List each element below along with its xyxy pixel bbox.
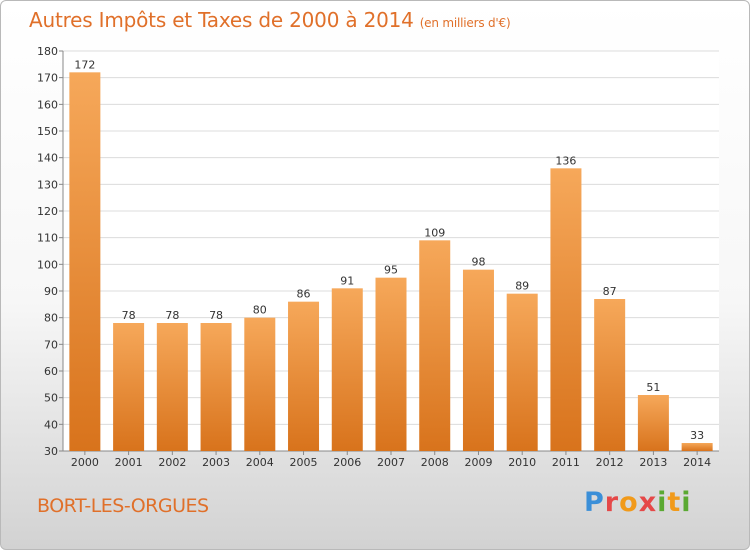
y-tick-label: 130 <box>37 178 58 191</box>
data-label: 78 <box>209 309 223 322</box>
data-label: 87 <box>603 285 617 298</box>
proxiti-logo: Proxiti <box>584 487 692 518</box>
bar <box>637 395 669 451</box>
y-tick-label: 160 <box>37 98 58 111</box>
bar <box>331 288 363 451</box>
y-tick-label: 30 <box>44 445 58 458</box>
bar <box>375 277 407 451</box>
data-label: 33 <box>690 429 704 442</box>
logo-letter: t <box>667 487 682 518</box>
x-tick-label: 2010 <box>508 456 536 469</box>
x-tick-label: 2001 <box>115 456 143 469</box>
y-tick-label: 80 <box>44 312 58 325</box>
data-label: 86 <box>297 288 311 301</box>
chart-title-main: Autres Impôts et Taxes de 2000 à 2014 <box>29 8 414 32</box>
data-label: 78 <box>165 309 179 322</box>
data-label: 136 <box>555 154 576 167</box>
bar <box>506 293 538 451</box>
x-tick-label: 2002 <box>158 456 186 469</box>
y-tick-label: 90 <box>44 285 58 298</box>
bar <box>594 299 626 451</box>
x-tick-label: 2006 <box>333 456 361 469</box>
x-tick-label: 2003 <box>202 456 230 469</box>
y-tick-label: 60 <box>44 365 58 378</box>
data-label: 78 <box>122 309 136 322</box>
x-tick-label: 2009 <box>464 456 492 469</box>
x-tick-label: 2005 <box>290 456 318 469</box>
logo-letter: i <box>681 487 692 518</box>
x-tick-label: 2000 <box>71 456 99 469</box>
data-label: 91 <box>340 274 354 287</box>
bar <box>288 301 320 451</box>
data-label: 98 <box>471 256 485 269</box>
logo-letter: r <box>604 487 620 518</box>
data-label: 109 <box>424 226 445 239</box>
y-tick-label: 50 <box>44 392 58 405</box>
y-tick-label: 180 <box>37 45 58 58</box>
logo-letter: o <box>619 487 639 518</box>
data-label: 89 <box>515 280 529 293</box>
x-tick-label: 2007 <box>377 456 405 469</box>
bar <box>419 240 451 451</box>
bar <box>156 323 188 451</box>
y-tick-label: 140 <box>37 152 58 165</box>
y-tick-label: 150 <box>37 125 58 138</box>
x-tick-label: 2014 <box>683 456 711 469</box>
y-tick-label: 120 <box>37 205 58 218</box>
y-tick-label: 70 <box>44 338 58 351</box>
data-label: 51 <box>646 381 660 394</box>
bar <box>69 72 101 451</box>
data-label: 80 <box>253 304 267 317</box>
logo-letter: i <box>657 487 668 518</box>
bar <box>550 168 582 452</box>
data-label: 95 <box>384 264 398 277</box>
logo-letter: x <box>638 487 658 518</box>
bar <box>681 443 713 451</box>
y-tick-label: 170 <box>37 72 58 85</box>
bar <box>200 323 232 451</box>
chart-title-unit: (en milliers d'€) <box>419 16 511 30</box>
logo-letter: P <box>584 487 605 518</box>
data-label: 172 <box>74 58 95 71</box>
x-tick-label: 2011 <box>552 456 580 469</box>
commune-name: BORT-LES-ORGUES <box>37 495 209 517</box>
bar <box>113 323 145 451</box>
bar <box>244 317 276 451</box>
x-tick-label: 2013 <box>639 456 667 469</box>
y-tick-label: 110 <box>37 232 58 245</box>
y-tick-label: 100 <box>37 258 58 271</box>
x-tick-label: 2012 <box>596 456 624 469</box>
x-tick-label: 2008 <box>421 456 449 469</box>
bar <box>462 269 494 451</box>
y-tick-label: 40 <box>44 418 58 431</box>
x-tick-label: 2004 <box>246 456 274 469</box>
chart-title: Autres Impôts et Taxes de 2000 à 2014 (en… <box>29 8 511 32</box>
